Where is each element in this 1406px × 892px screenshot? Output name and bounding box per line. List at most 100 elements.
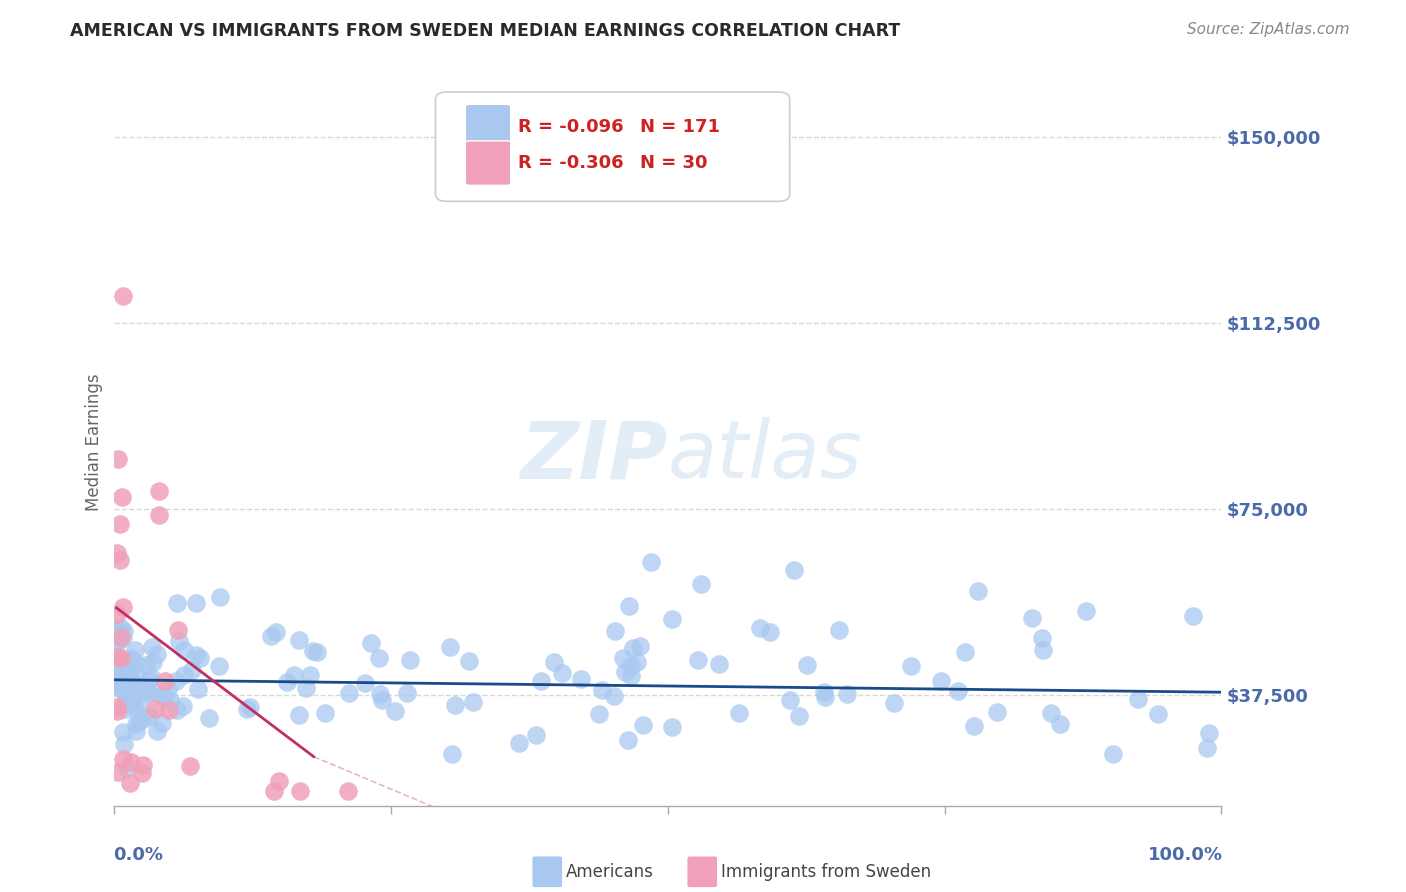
Point — [288, 707, 311, 722]
Point — [114, 697, 136, 711]
Point — [966, 583, 988, 598]
Point — [883, 696, 905, 710]
Point — [122, 700, 145, 714]
Point — [138, 709, 160, 723]
Point — [159, 693, 181, 707]
Point — [107, 650, 129, 665]
Point — [187, 681, 209, 696]
Point — [963, 719, 986, 733]
Point — [1197, 740, 1219, 755]
Point — [125, 664, 148, 678]
Point — [120, 660, 142, 674]
Point — [1032, 642, 1054, 657]
Point — [1128, 692, 1150, 706]
Point — [114, 658, 136, 673]
Point — [150, 690, 173, 704]
Text: AMERICAN VS IMMIGRANTS FROM SWEDEN MEDIAN EARNINGS CORRELATION CHART: AMERICAN VS IMMIGRANTS FROM SWEDEN MEDIA… — [70, 22, 901, 40]
Text: R = -0.306: R = -0.306 — [519, 154, 624, 172]
Text: Americans: Americans — [567, 863, 654, 880]
Point — [117, 696, 139, 710]
Point — [603, 624, 626, 639]
Text: Immigrants from Sweden: Immigrants from Sweden — [721, 863, 931, 880]
Point — [145, 724, 167, 739]
Point — [569, 673, 592, 687]
Point — [120, 696, 142, 710]
Point — [108, 654, 131, 668]
Point — [749, 621, 772, 635]
Point — [132, 679, 155, 693]
Point — [120, 652, 142, 666]
Y-axis label: Median Earnings: Median Earnings — [86, 373, 103, 510]
Point — [1102, 747, 1125, 762]
Point — [115, 761, 138, 775]
Point — [179, 759, 201, 773]
Point — [166, 623, 188, 637]
FancyBboxPatch shape — [436, 92, 790, 202]
Point — [828, 624, 851, 638]
Point — [305, 645, 328, 659]
Point — [148, 483, 170, 498]
Point — [267, 774, 290, 789]
Point — [105, 662, 128, 676]
Point — [550, 666, 572, 681]
Point — [955, 645, 977, 659]
Point — [588, 706, 610, 721]
Point — [779, 692, 801, 706]
Point — [371, 693, 394, 707]
Point — [110, 630, 132, 644]
Text: ZIP: ZIP — [520, 417, 668, 495]
Point — [120, 755, 142, 769]
Point — [111, 491, 134, 505]
Point — [288, 632, 311, 647]
Point — [125, 724, 148, 739]
Text: 0.0%: 0.0% — [114, 847, 163, 864]
Point — [620, 669, 643, 683]
Point — [141, 640, 163, 655]
Point — [172, 698, 194, 713]
Point — [368, 650, 391, 665]
Point — [288, 784, 311, 798]
Point — [153, 690, 176, 704]
Point — [640, 555, 662, 569]
Text: R = -0.096: R = -0.096 — [519, 118, 624, 136]
Point — [120, 674, 142, 689]
Point — [263, 784, 285, 798]
Point — [105, 668, 128, 682]
Point — [142, 685, 165, 699]
Point — [298, 667, 321, 681]
Text: Source: ZipAtlas.com: Source: ZipAtlas.com — [1187, 22, 1350, 37]
Point — [208, 659, 231, 673]
Point — [173, 668, 195, 682]
Point — [186, 596, 208, 610]
Point — [148, 508, 170, 523]
Point — [1146, 707, 1168, 722]
Point — [530, 673, 553, 688]
Point — [132, 712, 155, 726]
Point — [396, 686, 419, 700]
Point — [1181, 608, 1204, 623]
Point — [108, 657, 131, 672]
Point — [120, 661, 142, 675]
Point — [169, 634, 191, 648]
Point — [612, 651, 634, 665]
Point — [107, 672, 129, 686]
Point — [264, 625, 287, 640]
Point — [143, 702, 166, 716]
Point — [758, 624, 780, 639]
FancyBboxPatch shape — [531, 855, 562, 888]
Point — [124, 692, 146, 706]
Point — [360, 635, 382, 649]
Point — [337, 686, 360, 700]
Point — [115, 662, 138, 676]
Point — [337, 784, 360, 798]
Point — [105, 678, 128, 692]
Point — [398, 653, 420, 667]
FancyBboxPatch shape — [465, 141, 510, 186]
Point — [146, 647, 169, 661]
Point — [302, 644, 325, 658]
Point — [813, 684, 835, 698]
Point — [104, 677, 127, 691]
Point — [104, 637, 127, 651]
Point — [110, 621, 132, 635]
Point — [105, 546, 128, 560]
